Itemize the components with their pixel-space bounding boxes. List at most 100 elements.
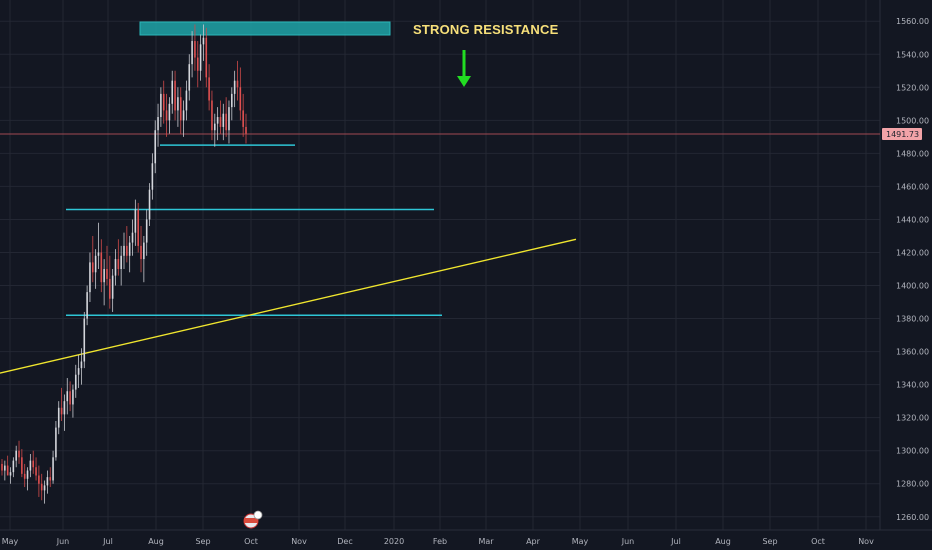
candle-body	[74, 374, 77, 390]
candle-body	[63, 401, 66, 415]
candle-body	[106, 269, 108, 279]
candle-body	[205, 37, 208, 78]
candle-body	[211, 100, 213, 131]
candle-body	[225, 113, 227, 131]
x-tick-label: Apr	[526, 537, 541, 546]
candle-body	[168, 103, 171, 121]
candle-body	[46, 477, 49, 486]
candle-body	[228, 107, 230, 131]
candle-body	[131, 232, 134, 243]
candle-body	[57, 407, 60, 428]
x-tick-label: May	[2, 537, 19, 546]
candle-body	[72, 389, 74, 405]
candle-body	[216, 117, 219, 124]
candle-body	[157, 117, 159, 131]
candle-body	[40, 483, 43, 491]
candle-body	[120, 255, 122, 269]
candle-body	[1, 463, 3, 471]
candle-body	[91, 262, 94, 273]
candle-body	[66, 391, 69, 402]
candle-body	[151, 163, 154, 190]
candle-body	[128, 242, 131, 256]
candle-body	[179, 97, 182, 121]
candle-body	[219, 117, 222, 127]
candle-body	[60, 407, 63, 415]
candle-body	[213, 123, 216, 131]
candle-body	[77, 368, 80, 375]
arrow-down-icon-head	[457, 76, 471, 87]
x-tick-label: May	[572, 537, 589, 546]
y-tick-label: 1380.00	[896, 315, 929, 324]
candle-body	[208, 77, 210, 101]
candle-body	[100, 252, 103, 283]
current-price-badge	[882, 127, 922, 140]
candle-body	[15, 450, 17, 461]
candle-body	[35, 467, 37, 476]
candle-body	[140, 245, 142, 260]
x-tick-label: Jul	[670, 537, 681, 546]
trend-line[interactable]	[0, 238, 577, 374]
x-tick-label: Jun	[56, 537, 70, 546]
y-tick-label: 1420.00	[896, 248, 929, 257]
candle-body	[6, 465, 9, 476]
x-tick-label: Jul	[102, 537, 113, 546]
candle-body	[199, 44, 202, 71]
x-tick-label: Jun	[621, 537, 635, 546]
y-tick-label: 1340.00	[896, 381, 929, 390]
x-tick-label: Aug	[715, 537, 731, 546]
y-tick-label: 1320.00	[896, 414, 929, 423]
y-tick-label: 1300.00	[896, 447, 929, 456]
x-tick-label: Mar	[478, 537, 494, 546]
x-tick-label: Nov	[291, 537, 307, 546]
resistance-zone-box[interactable]	[139, 21, 391, 36]
candle-body	[236, 80, 239, 88]
current-price-label: 1491.73	[886, 130, 919, 139]
candle-body	[242, 110, 244, 127]
candle-body	[103, 269, 105, 283]
candle-body	[43, 485, 46, 491]
y-tick-label: 1540.00	[896, 50, 929, 59]
y-tick-label: 1460.00	[896, 182, 929, 191]
y-tick-label: 1400.00	[896, 282, 929, 291]
y-tick-label: 1560.00	[896, 17, 929, 26]
candle-body	[182, 110, 185, 121]
y-tick-label: 1500.00	[896, 116, 929, 125]
x-tick-label: Sep	[762, 537, 777, 546]
candle-body	[83, 318, 86, 362]
candle-body	[123, 245, 125, 256]
candle-body	[126, 245, 128, 256]
candle-body	[9, 472, 12, 476]
candle-body	[21, 457, 23, 474]
candle-body	[154, 130, 157, 164]
candle-body	[69, 391, 71, 405]
candle-body	[231, 93, 233, 108]
candle-body	[194, 41, 196, 58]
candle-body	[23, 473, 26, 479]
candle-body	[137, 209, 139, 246]
candle-body	[26, 470, 29, 479]
candle-body	[94, 255, 97, 273]
x-tick-label: Oct	[811, 537, 825, 546]
candle-body	[89, 262, 91, 293]
candle-body	[143, 242, 145, 260]
x-tick-label: 2020	[384, 537, 404, 546]
candle-body	[32, 460, 35, 468]
x-tick-label: Aug	[148, 537, 164, 546]
candle-body	[29, 460, 32, 471]
candle-body	[52, 457, 54, 481]
y-tick-label: 1260.00	[896, 513, 929, 522]
candle-body	[117, 259, 120, 269]
candle-body	[160, 93, 162, 118]
candle-body	[222, 113, 225, 127]
y-tick-label: 1360.00	[896, 348, 929, 357]
candle-body	[111, 275, 114, 299]
x-tick-label: Dec	[337, 537, 352, 546]
candle-body	[245, 126, 247, 134]
candle-body	[80, 361, 83, 369]
y-tick-label: 1440.00	[896, 215, 929, 224]
candle-body	[202, 37, 205, 45]
candle-body	[86, 292, 88, 319]
candle-body	[177, 97, 179, 111]
